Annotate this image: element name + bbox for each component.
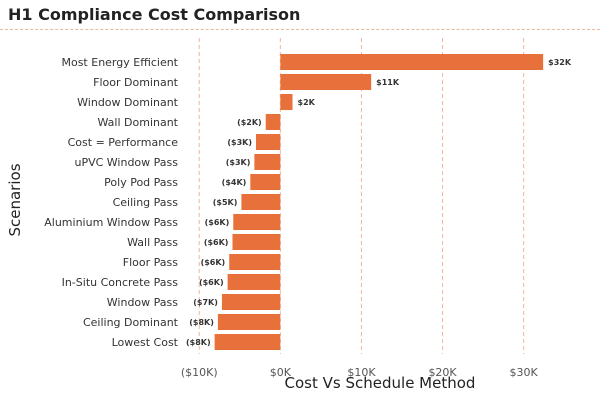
- bar: [229, 254, 281, 270]
- bar: [241, 194, 281, 210]
- bar: [280, 54, 544, 70]
- category-label: Wall Pass: [127, 236, 178, 249]
- bar: [256, 134, 281, 150]
- chart-title: H1 Compliance Cost Comparison: [8, 5, 301, 24]
- category-label: Floor Dominant: [93, 76, 179, 89]
- x-tick-label: $10K: [347, 366, 376, 379]
- y-axis-title: Scenarios: [6, 163, 24, 236]
- bar: [221, 294, 281, 310]
- category-label: uPVC Window Pass: [74, 156, 178, 169]
- x-tick-layer: ($10K) $0K $10K $20K $30K: [181, 366, 539, 379]
- value-label: ($7K): [193, 298, 218, 307]
- category-label: Window Dominant: [77, 96, 179, 109]
- category-label: Window Pass: [107, 296, 178, 309]
- value-label: ($6K): [204, 238, 229, 247]
- category-label: In-Situ Concrete Pass: [62, 276, 179, 289]
- x-tick-label: $0K: [270, 366, 292, 379]
- value-label: ($6K): [199, 278, 224, 287]
- value-label: ($4K): [222, 178, 247, 187]
- x-tick-label: ($10K): [181, 366, 218, 379]
- category-label: Cost = Performance: [68, 136, 179, 149]
- value-label: ($5K): [213, 198, 238, 207]
- category-label: Wall Dominant: [98, 116, 179, 129]
- value-label: $32K: [548, 58, 572, 67]
- category-label: Ceiling Pass: [113, 196, 179, 209]
- category-label: Lowest Cost: [112, 336, 179, 349]
- title-divider: [0, 29, 600, 30]
- label-layer: Most Energy Efficient $32K Floor Dominant $…: [44, 56, 572, 349]
- value-label: ($6K): [201, 258, 226, 267]
- bar: [254, 154, 281, 170]
- bar: [232, 234, 281, 250]
- value-label: ($3K): [227, 138, 252, 147]
- category-label: Aluminium Window Pass: [44, 216, 178, 229]
- grid-layer: [198, 38, 525, 354]
- bar: [217, 314, 281, 330]
- x-axis-title: Cost Vs Schedule Method: [285, 374, 476, 392]
- value-label: ($3K): [226, 158, 251, 167]
- category-label: Most Energy Efficient: [61, 56, 178, 69]
- value-label: $2K: [298, 98, 316, 107]
- value-label: ($6K): [205, 218, 230, 227]
- bar: [250, 174, 281, 190]
- x-tick-label: $30K: [510, 366, 539, 379]
- bar: [265, 114, 281, 130]
- category-label: Ceiling Dominant: [83, 316, 179, 329]
- bar: [233, 214, 281, 230]
- value-label: $11K: [376, 78, 400, 87]
- x-tick-label: $20K: [428, 366, 457, 379]
- bar: [280, 74, 372, 90]
- category-label: Poly Pod Pass: [104, 176, 178, 189]
- bar: [280, 94, 293, 110]
- bar-layer: [214, 54, 544, 350]
- value-label: ($8K): [186, 338, 211, 347]
- category-label: Floor Pass: [123, 256, 178, 269]
- bar: [227, 274, 281, 290]
- bar: [214, 334, 281, 350]
- value-label: ($8K): [189, 318, 214, 327]
- value-label: ($2K): [237, 118, 262, 127]
